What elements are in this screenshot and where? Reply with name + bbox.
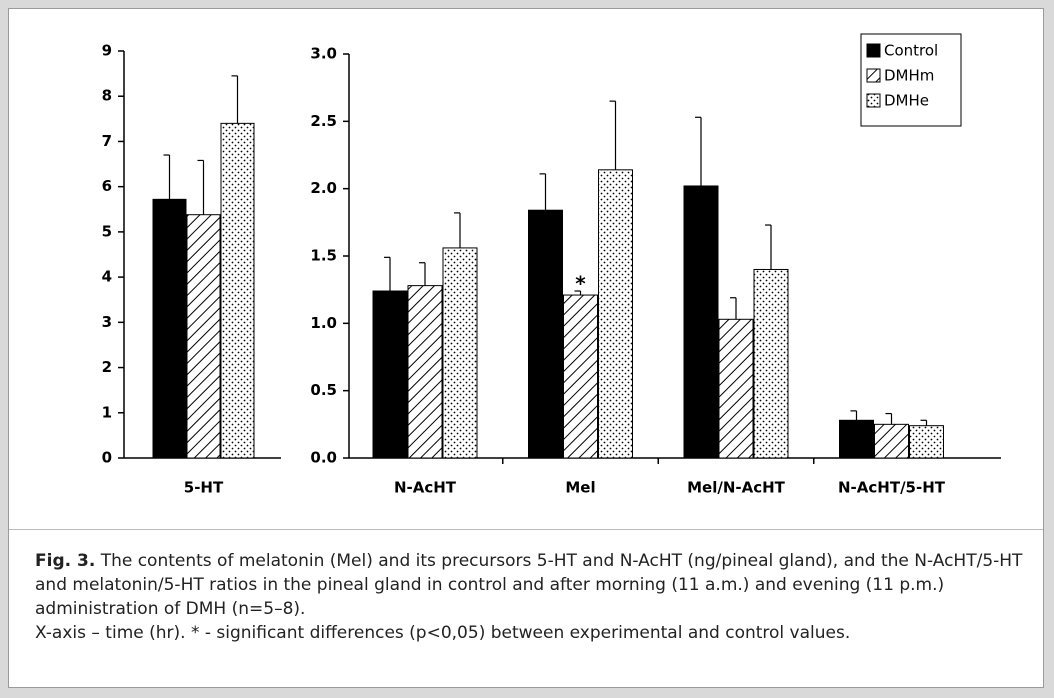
figure: 0 1 2 3 4 5 6 7 8 9 5-HT 0.0 0.5 1.0 1.5 2.0 2.5 3.0 N-AcH… [8,8,1044,688]
y-tick-label: 1 [102,403,112,421]
x-tick-label: 5-HT [184,479,224,497]
y-tick-label: 0.0 [310,449,337,467]
bar [220,122,255,459]
bar [683,185,719,459]
x-tick-label: Mel [565,479,595,497]
separator [9,529,1043,530]
bar [718,318,754,459]
legend-swatch [866,68,881,83]
y-tick-label: 8 [102,87,112,105]
y-tick-label: 2 [102,358,112,376]
legend-label: DMHm [884,67,934,85]
legend-swatch [866,43,881,58]
x-tick-label: N-AcHT [394,479,457,497]
chart: 0 1 2 3 4 5 6 7 8 9 5-HT 0.0 0.5 1.0 1.5 2.0 2.5 3.0 N-AcH… [102,33,1001,497]
y-tick-label: 2.5 [310,112,337,130]
caption-label: Fig. 3. [35,551,96,571]
bar [598,169,633,459]
y-tick-label: 6 [102,177,112,195]
legend-swatch [866,93,881,108]
bar [407,285,443,459]
annotation: * [575,272,586,296]
bar [839,419,874,459]
caption-text: The contents of melatonin (Mel) and its … [35,551,1023,619]
y-tick-label: 0.5 [310,381,337,399]
x-tick-label: N-AcHT/5-HT [838,479,946,497]
y-tick-label: 9 [102,42,112,60]
bar [442,247,478,459]
y-tick-label: 5 [102,222,112,240]
y-tick-label: 2.0 [310,179,337,197]
caption-note: X-axis – time (hr). * - significant diff… [35,623,851,643]
bar [186,214,221,459]
y-tick-label: 3.0 [310,45,337,63]
legend-label: DMHe [884,92,929,110]
bar [528,209,563,459]
bar [909,425,944,459]
bar [753,268,789,459]
y-tick-label: 0 [102,449,112,467]
y-tick-label: 1.5 [310,247,337,265]
caption: Fig. 3. The contents of melatonin (Mel) … [35,549,1025,645]
bar [152,198,187,459]
y-tick-label: 7 [102,132,112,150]
bar [563,294,598,459]
bar [372,290,408,459]
y-tick-label: 4 [102,268,112,286]
legend-label: Control [884,42,938,60]
bar [874,423,909,459]
y-tick-label: 3 [102,313,112,331]
x-tick-label: Mel/N-AcHT [687,479,786,497]
y-tick-label: 1.0 [310,314,337,332]
